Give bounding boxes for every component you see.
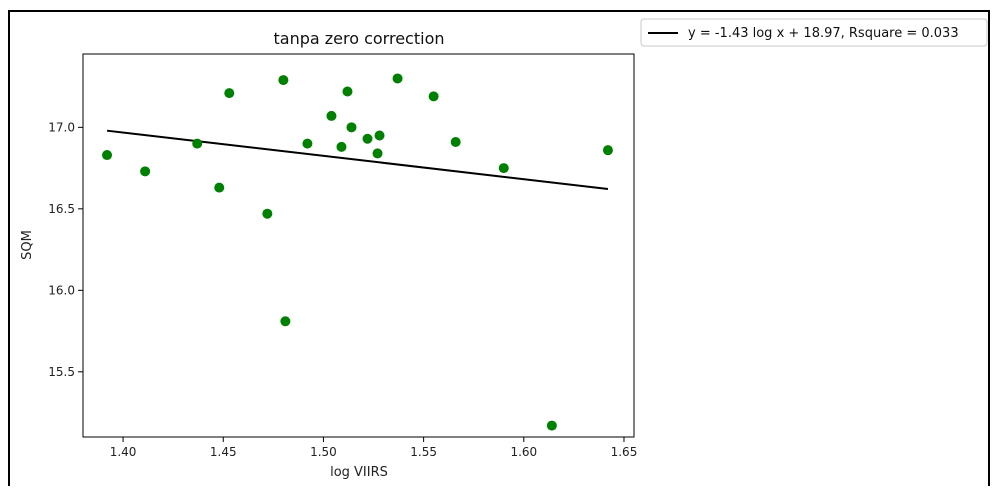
x-tick-label: 1.50 xyxy=(310,445,337,459)
chart-title: tanpa zero correction xyxy=(273,29,444,48)
y-tick-label: 16.0 xyxy=(48,283,75,297)
scatter-point xyxy=(302,138,313,149)
scatter-point xyxy=(362,133,373,144)
scatter-point xyxy=(326,110,337,121)
y-tick-label: 15.5 xyxy=(48,365,75,379)
scatter-point xyxy=(374,130,385,141)
x-tick-label: 1.40 xyxy=(110,445,137,459)
scatter-point xyxy=(336,141,347,152)
figure-frame xyxy=(8,10,990,486)
scatter-point xyxy=(602,145,613,156)
y-tick-label: 16.5 xyxy=(48,202,75,216)
scatter-point xyxy=(372,148,383,159)
x-tick-label: 1.60 xyxy=(510,445,537,459)
legend-label: y = -1.43 log x + 18.97, Rsquare = 0.033 xyxy=(688,26,959,41)
scatter-point xyxy=(214,182,225,193)
y-axis-label: SQM xyxy=(20,230,35,260)
scatter-point xyxy=(428,91,439,102)
scatter-point xyxy=(498,163,509,174)
scatter-point xyxy=(278,75,289,86)
scatter-point xyxy=(140,166,151,177)
x-tick-label: 1.55 xyxy=(410,445,437,459)
y-tick-label: 17.0 xyxy=(48,120,75,134)
scatter-point xyxy=(392,73,403,84)
regression-line xyxy=(106,129,609,190)
scatter-point xyxy=(102,150,113,161)
scatter-point xyxy=(224,88,235,99)
scatter-point xyxy=(450,137,461,148)
points-layer xyxy=(102,73,613,431)
legend: y = -1.43 log x + 18.97, Rsquare = 0.033 xyxy=(640,18,988,47)
scatter-point xyxy=(280,316,291,327)
ticks-layer: 1.40 1.45 1.50 1.55 1.60 1.65 15.5 16.0 16.5 17.0 xyxy=(48,120,637,459)
scatter-point xyxy=(546,420,557,431)
scatter-point xyxy=(342,86,353,97)
x-tick-label: 1.45 xyxy=(210,445,237,459)
legend-box xyxy=(640,18,988,47)
scatter-point xyxy=(192,138,203,149)
x-axis-label: log VIIRS xyxy=(330,465,388,480)
plot-area xyxy=(82,53,635,438)
scatter-point xyxy=(346,122,357,133)
x-tick-label: 1.65 xyxy=(611,445,638,459)
regression-layer xyxy=(106,129,609,190)
scatter-point xyxy=(262,208,273,219)
